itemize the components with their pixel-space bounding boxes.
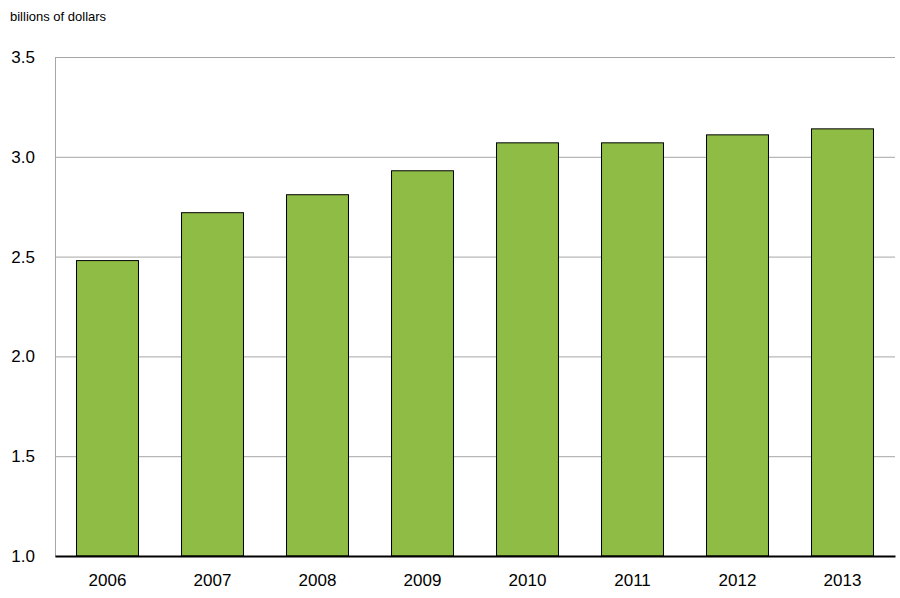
y-tick-label: 1.5	[11, 447, 35, 466]
x-tick-label: 2007	[194, 571, 232, 590]
y-tick-label: 1.0	[11, 547, 35, 566]
grid-line	[55, 556, 895, 557]
x-tick: 2007	[194, 556, 232, 590]
x-tick: 2011	[614, 556, 651, 590]
bar	[77, 261, 139, 556]
x-tick-label: 2009	[404, 571, 442, 590]
y-axis-title: billions of dollars	[10, 9, 107, 24]
y-tick-label: 2.0	[11, 347, 35, 366]
x-tick-label: 2013	[824, 571, 862, 590]
bar	[497, 143, 559, 556]
x-tick-label: 2006	[89, 571, 127, 590]
y-axis-line	[56, 58, 896, 557]
plot: 1.01.52.02.53.03.52006200720082009201020…	[11, 48, 895, 590]
bars	[77, 129, 874, 556]
x-tick: 2010	[509, 556, 547, 590]
y-tick-label: 3.5	[11, 48, 35, 67]
grid-line	[55, 456, 895, 457]
x-tick: 2008	[299, 556, 337, 590]
x-tick-label: 2010	[509, 571, 547, 590]
x-tick-label: 2008	[299, 571, 337, 590]
bar	[707, 135, 769, 556]
y-tick: 3.5	[11, 48, 895, 67]
bar	[812, 129, 874, 556]
bar	[287, 195, 349, 556]
grid-line	[55, 57, 895, 58]
bar	[602, 143, 664, 556]
x-tick-label: 2012	[719, 571, 757, 590]
grid-line	[55, 157, 895, 158]
y-axis: 1.0 1.5 2.0 2.5 3.0 3.5	[11, 48, 895, 566]
x-tick: 2006	[89, 556, 127, 590]
bar	[182, 213, 244, 556]
x-axis-line	[56, 556, 896, 558]
grid-line	[55, 257, 895, 258]
y-tick-label: 2.5	[11, 248, 35, 267]
x-tick: 2012	[719, 556, 757, 590]
y-tick-label: 3.0	[11, 148, 35, 167]
chart: 1.01.52.02.53.03.52006200720082009201020…	[0, 0, 900, 598]
x-axis: 2006 2007 2008 2009 2010 2011 2012 2013	[56, 556, 896, 590]
x-tick: 2009	[404, 556, 442, 590]
x-tick: 2013	[824, 556, 862, 590]
bar	[392, 171, 454, 556]
grid-line	[55, 356, 895, 357]
x-tick-label: 2011	[614, 571, 651, 590]
